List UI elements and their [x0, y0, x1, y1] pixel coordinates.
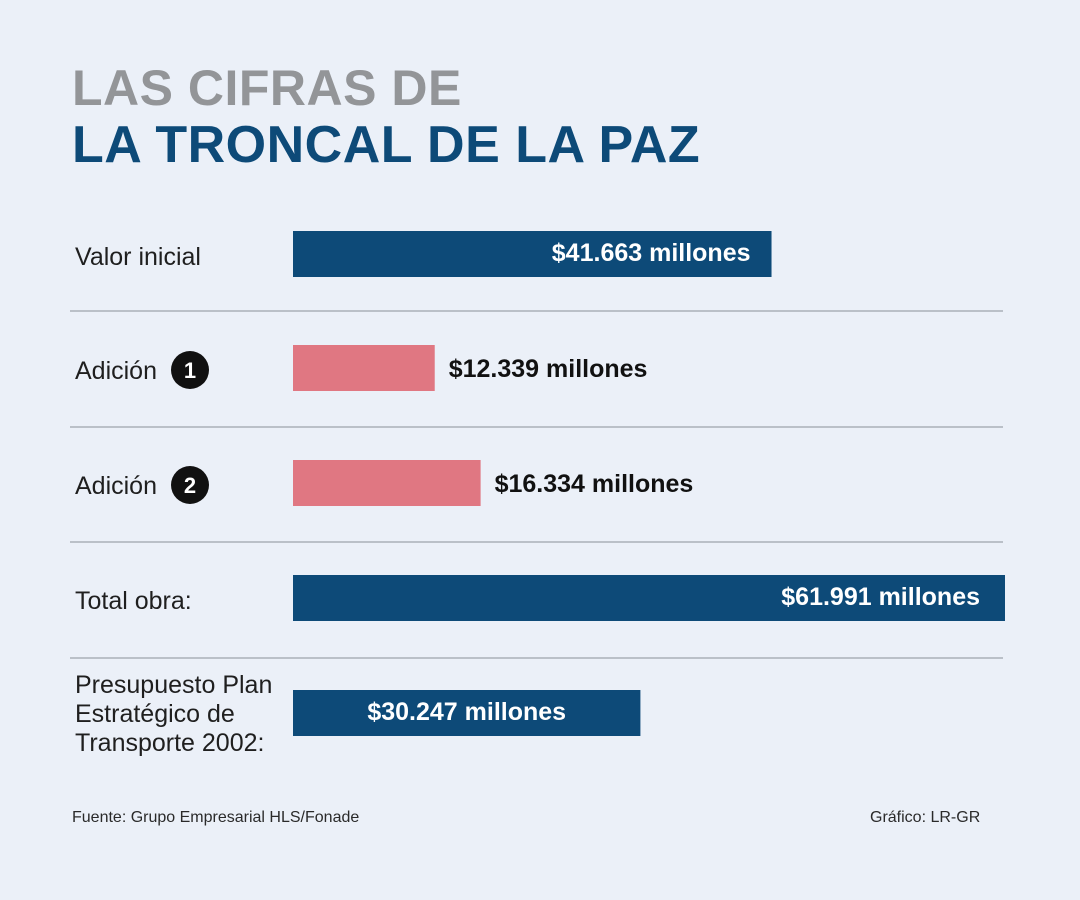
value-label-2: $12.339 millones: [449, 355, 648, 383]
source-note: Fuente: Grupo Empresarial HLS/Fonade: [72, 809, 360, 826]
category-label-3: Adición: [75, 472, 157, 500]
badge-2-circle: [171, 466, 209, 504]
value-label-1: $41.663 millones: [552, 239, 751, 267]
category-label-2: Adición: [75, 357, 157, 385]
value-label-5: $30.247 millones: [367, 698, 566, 726]
bar-4: [293, 575, 1005, 621]
category-label-4: Total obra:: [75, 587, 192, 615]
bar-2: [293, 345, 435, 391]
badge-1-circle: [171, 351, 209, 389]
graphic-credit: Gráfico: LR-GR: [870, 809, 981, 826]
value-label-4: $61.991 millones: [781, 583, 980, 611]
category-label-1: Valor inicial: [75, 243, 201, 271]
title-line-2: LA TRONCAL DE LA PAZ: [72, 116, 701, 174]
bar-3: [293, 460, 481, 506]
value-label-3: $16.334 millones: [495, 470, 694, 498]
bar-1: [293, 231, 772, 277]
category-label-5: Presupuesto Plan Estratégico de Transporte…: [75, 671, 272, 757]
badge-2-number: 2: [184, 473, 196, 498]
bar-5: [293, 690, 641, 736]
badge-1-number: 1: [184, 358, 196, 383]
title-line-1: LAS CIFRAS DE: [72, 60, 462, 116]
